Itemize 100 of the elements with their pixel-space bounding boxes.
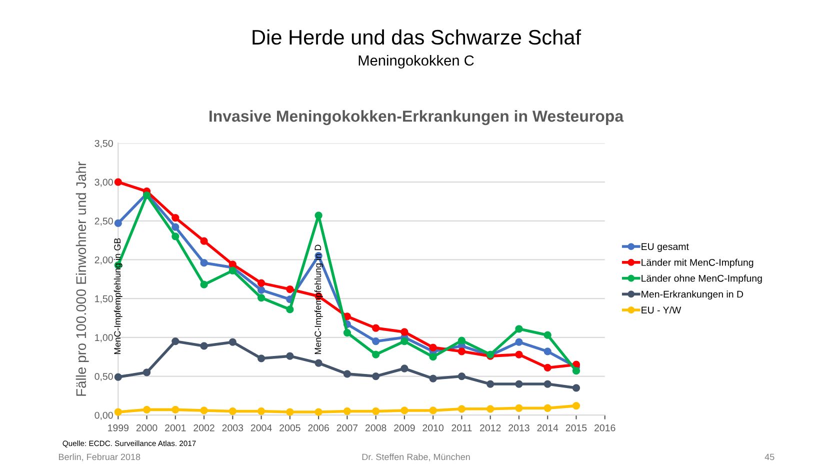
point	[343, 370, 352, 378]
y-tick-label: 2,50	[94, 218, 113, 226]
y-tick-label: 3,00	[94, 178, 113, 187]
point	[372, 372, 380, 380]
point	[515, 338, 523, 346]
point	[172, 214, 180, 222]
point	[515, 350, 523, 358]
x-tick-label: 1999	[108, 424, 128, 432]
point	[486, 405, 494, 413]
point	[286, 408, 294, 416]
point	[286, 285, 294, 294]
point	[429, 353, 437, 361]
point	[544, 404, 552, 412]
point	[429, 344, 437, 352]
point	[544, 364, 552, 372]
point	[142, 406, 151, 414]
x-tick-label: 2005	[280, 424, 300, 432]
point	[314, 359, 322, 367]
point	[515, 404, 523, 412]
x-tick-label: 2015	[566, 424, 587, 432]
x-tick-label: 2013	[508, 424, 530, 432]
point	[458, 405, 466, 413]
y-tick-label: 2,00	[94, 256, 113, 265]
y-tick-label: 0,00	[94, 412, 113, 420]
legend-label: EU - Y/W	[642, 306, 682, 314]
text: Invasive Meningokokken-Erkrankungen in Westeuropa	[210, 110, 624, 126]
x-tick-label: 2008	[365, 424, 386, 432]
point	[458, 372, 466, 380]
point	[172, 337, 180, 346]
point	[343, 328, 352, 337]
x-tick-label: 2003	[222, 424, 244, 432]
point	[228, 266, 236, 274]
point	[257, 286, 266, 294]
point	[544, 331, 552, 339]
point	[544, 348, 552, 356]
y-axis-title: Fälle pro 100.000 Einwohner und Jahr	[76, 162, 89, 396]
point	[400, 337, 408, 346]
x-tick-label: 2007	[336, 424, 358, 432]
point	[200, 406, 208, 414]
point	[228, 338, 236, 346]
x-tick-label: 2011	[452, 424, 472, 432]
legend-label: EU gesamt	[642, 243, 689, 252]
text: Berlin, Februar 2018	[58, 454, 140, 462]
x-tick-label: 2014	[537, 424, 558, 432]
point	[228, 407, 236, 416]
legend-label: Länder ohne MenC-Impfung	[642, 274, 762, 284]
x-tick-label: 2000	[136, 424, 158, 432]
point	[200, 259, 208, 267]
point	[544, 380, 552, 388]
point	[172, 232, 180, 240]
point	[458, 336, 466, 344]
x-tick-label: 2016	[594, 424, 616, 432]
x-tick-label: 2010	[422, 424, 444, 432]
legend-label: Men-Erkrankungen in D	[642, 290, 744, 300]
point	[429, 406, 437, 414]
point	[400, 364, 408, 372]
point	[458, 348, 466, 356]
point	[572, 402, 580, 410]
point	[257, 407, 266, 416]
x-tick-label: 2002	[194, 424, 214, 432]
y-tick-label: 3,50	[94, 140, 113, 148]
y-tick-label: 1,00	[95, 334, 113, 342]
chart-title: Die Herde und das Schwarze Schaf	[252, 29, 582, 45]
point	[286, 306, 294, 314]
point	[343, 407, 352, 416]
annotation: MenC-Impfempfehlung in D	[314, 244, 323, 354]
point	[172, 223, 180, 231]
point	[429, 374, 437, 382]
x-tick-label: 2001	[165, 424, 186, 432]
point	[200, 237, 208, 245]
point	[515, 325, 523, 333]
point	[572, 367, 580, 375]
annotation: MenC-Impfempfehlung in GB	[114, 238, 122, 354]
point	[314, 212, 322, 220]
point	[200, 342, 208, 350]
legend-label: Länder mit MenC-Impfung	[642, 258, 754, 268]
point	[200, 280, 208, 288]
point	[257, 279, 266, 287]
point	[114, 373, 122, 381]
point	[257, 354, 266, 362]
point	[372, 337, 380, 346]
point	[515, 380, 523, 388]
point	[314, 408, 322, 416]
point	[372, 407, 380, 416]
text: Dr. Steffen Rabe, München	[362, 454, 470, 462]
point	[114, 408, 122, 416]
x-tick-label: 2004	[250, 424, 272, 432]
x-tick-label: 2009	[394, 424, 415, 432]
x-tick-label: 2012	[480, 424, 501, 432]
point	[486, 380, 494, 388]
point	[572, 384, 580, 392]
point	[400, 406, 408, 414]
point	[257, 294, 266, 302]
chart-subtitle: Meningokokken C	[358, 54, 474, 69]
point	[372, 350, 380, 358]
point	[142, 368, 151, 376]
y-tick-label: 0,50	[94, 373, 113, 382]
point	[114, 178, 122, 186]
x-tick-label: 2006	[308, 424, 329, 432]
point	[228, 260, 236, 268]
